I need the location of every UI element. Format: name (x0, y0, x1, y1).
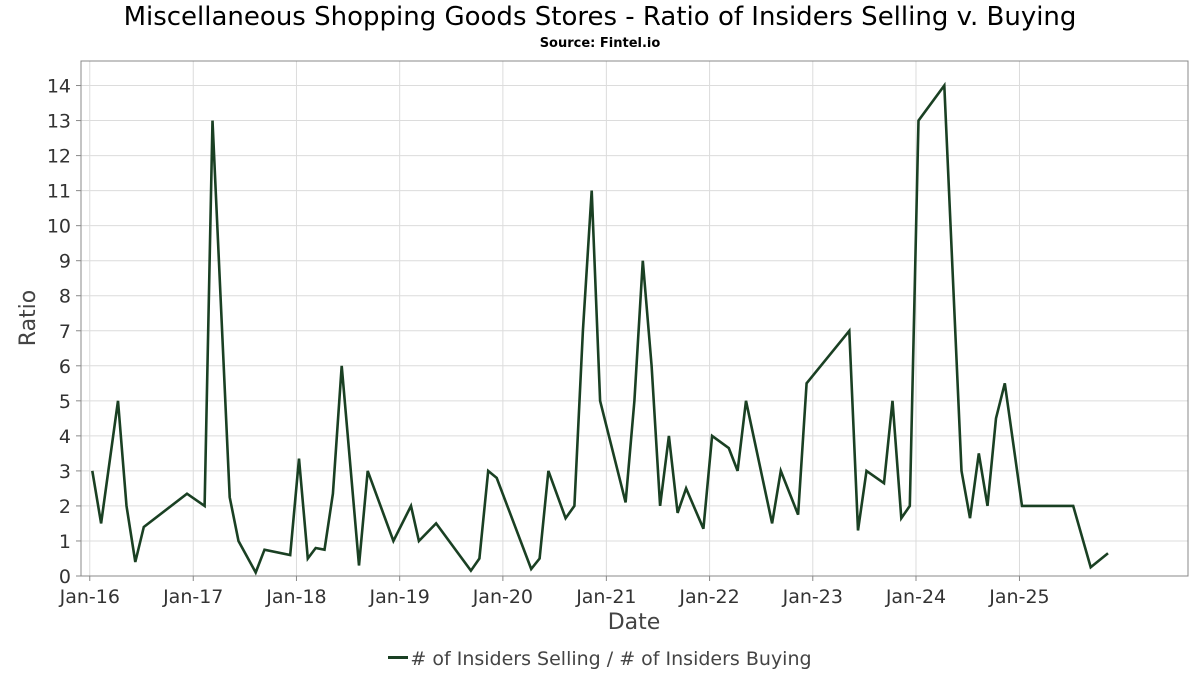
x-tick-label: Jan-16 (59, 586, 120, 608)
x-tick-label: Jan-23 (782, 586, 843, 608)
y-axis-label: Ratio (16, 290, 41, 346)
x-tick-label: Jan-21 (575, 586, 636, 608)
x-tick-label: Jan-17 (162, 586, 223, 608)
legend-label: # of Insiders Selling / # of Insiders Bu… (410, 648, 812, 670)
y-tick-label: 7 (59, 321, 71, 343)
legend-swatch (388, 656, 409, 659)
y-tick-label: 5 (59, 391, 71, 413)
x-tick-label: Jan-24 (885, 586, 946, 608)
series-line (91, 81, 1109, 576)
y-tick-label: 14 (47, 76, 71, 98)
y-tick-label: 6 (59, 356, 71, 378)
x-tick-label: Jan-25 (988, 586, 1049, 608)
x-axis-ticks: Jan-16 Jan-17 Jan-18 Jan-19 Jan-20 Jan-21 Jan-… (59, 576, 1050, 608)
x-tick-label: Jan-20 (472, 586, 533, 608)
x-tick-label: Jan-18 (265, 586, 326, 608)
chart-title: Miscellaneous Shopping Goods Stores - Ra… (123, 2, 1077, 32)
y-tick-label: 0 (59, 566, 71, 588)
plot-frame (80, 60, 1189, 577)
y-tick-label: 11 (47, 181, 71, 203)
y-tick-label: 3 (59, 461, 71, 483)
y-tick-label: 9 (59, 251, 71, 273)
series-layer (91, 81, 1109, 576)
y-tick-label: 10 (47, 216, 71, 238)
y-tick-label: 13 (47, 111, 71, 133)
y-tick-label: 4 (59, 426, 71, 448)
legend: # of Insiders Selling / # of Insiders Bu… (0, 648, 1200, 670)
y-tick-label: 2 (59, 496, 71, 518)
x-tick-label: Jan-22 (678, 586, 739, 608)
x-tick-label: Jan-19 (369, 586, 430, 608)
chart-subtitle: Source: Fintel.io (539, 36, 661, 51)
y-tick-label: 12 (47, 146, 71, 168)
x-axis-label: Date (608, 610, 661, 635)
y-tick-label: 8 (59, 286, 71, 308)
y-tick-label: 1 (59, 531, 71, 553)
